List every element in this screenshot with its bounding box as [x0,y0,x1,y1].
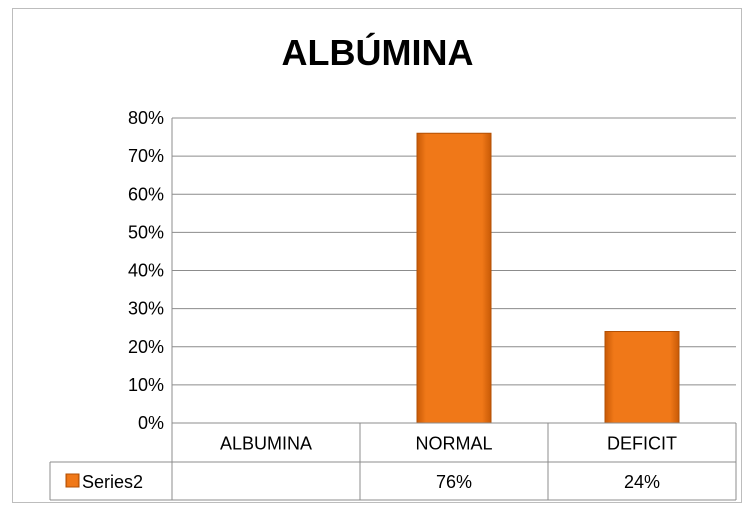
y-tick-label: 50% [128,222,164,242]
chart-title: ALBÚMINA [281,32,474,73]
bar [604,331,680,424]
y-tick-label: 70% [128,146,164,166]
category-label: DEFICIT [607,434,677,454]
y-tick-label: 20% [128,337,164,357]
legend-swatch [65,473,80,488]
data-label: 76% [436,472,472,492]
legend-label: Series2 [82,472,143,492]
y-tick-label: 80% [128,108,164,128]
chart-frame [12,8,742,503]
y-tick-label: 30% [128,299,164,319]
data-label: 24% [624,472,660,492]
category-label: NORMAL [415,434,492,454]
y-tick-label: 40% [128,261,164,281]
y-tick-label: 0% [138,413,164,433]
y-tick-label: 60% [128,184,164,204]
y-tick-label: 10% [128,375,164,395]
category-label: ALBUMINA [220,434,312,454]
bar [416,132,492,424]
